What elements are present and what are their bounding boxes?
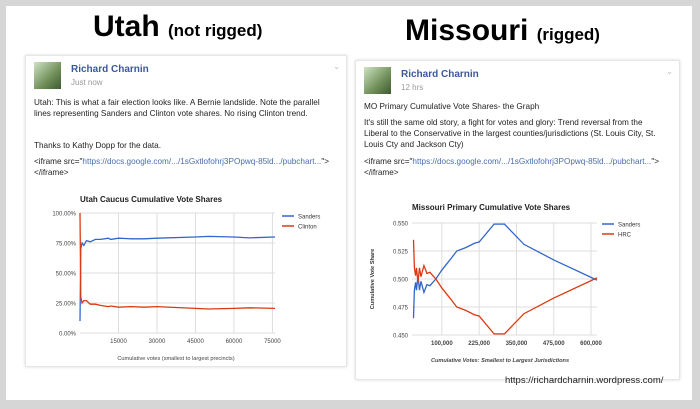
x-tick-label: 475,000	[543, 341, 565, 347]
legend-label: HRC	[618, 233, 632, 239]
embed-code: <iframe src="https://docs.google.com/...…	[364, 156, 669, 178]
chart-title: Missouri Primary Cumulative Vote Shares	[412, 203, 571, 212]
post-text: It's still the same old story, a fight f…	[364, 118, 656, 149]
x-tick-label: 45000	[187, 339, 204, 345]
x-tick-label: 100,000	[431, 341, 453, 347]
utah-heading-text: Utah	[93, 10, 160, 43]
x-tick-label: 600,000	[580, 341, 602, 347]
series-line-sanders	[79, 235, 276, 322]
y-tick-label: 25.00%	[56, 302, 77, 308]
y-tick-label: 0.550	[393, 222, 409, 228]
y-tick-label: 0.00%	[59, 332, 77, 338]
x-axis-label: Cumulative Votes: Smallest to Largest Ju…	[431, 358, 569, 364]
chevron-down-icon[interactable]: ⌄	[666, 67, 673, 76]
embed-link[interactable]: https://docs.google.com/.../1sGxtlofohrj…	[412, 157, 652, 166]
legend-label: Sanders	[618, 223, 640, 229]
embed-code: <iframe src="https://docs.google.com/...…	[34, 156, 336, 178]
x-tick-label: 60000	[226, 339, 243, 345]
y-tick-label: 50.00%	[56, 272, 77, 278]
chevron-down-icon[interactable]: ⌄	[333, 62, 340, 71]
post-thanks: Thanks to Kathy Dopp for the data.	[34, 141, 161, 150]
avatar[interactable]	[364, 67, 391, 94]
avatar[interactable]	[34, 62, 61, 89]
embed-pre: <iframe src="	[364, 157, 413, 166]
embed-post: "></iframe>	[364, 157, 660, 177]
embed-link[interactable]: https://docs.google.com/.../1sGxtlofohrj…	[82, 157, 322, 166]
x-tick-label: 225,000	[468, 341, 490, 347]
missouri-heading-note: (rigged)	[536, 25, 600, 44]
y-tick-label: 0.500	[393, 278, 409, 284]
footer-url[interactable]: https://richardcharnin.wordpress.com/	[505, 375, 664, 386]
y-axis-label: Cumulative Vote Share	[370, 249, 376, 310]
x-tick-label: 30000	[149, 339, 166, 345]
x-axis-label: Cumulative votes (smallest to largest pr…	[117, 356, 234, 362]
x-tick-label: 350,000	[506, 341, 528, 347]
y-tick-label: 75.00%	[56, 242, 77, 248]
missouri-heading-text: Missouri	[405, 14, 529, 47]
y-tick-label: 100.00%	[52, 212, 76, 218]
post-time[interactable]: 12 hrs	[401, 83, 424, 92]
y-tick-label: 0.525	[393, 250, 409, 256]
missouri-heading: Missouri (rigged)	[405, 14, 600, 48]
post-title: MO Primary Cumulative Vote Shares- the G…	[364, 102, 540, 111]
embed-pre: <iframe src="	[34, 157, 83, 166]
y-tick-label: 0.475	[393, 306, 409, 312]
author-name[interactable]: Richard Charnin	[401, 69, 479, 80]
embed-post: "></iframe>	[34, 157, 330, 177]
legend-label: Sanders	[298, 215, 320, 221]
chart-title: Utah Caucus Cumulative Vote Shares	[80, 195, 223, 204]
missouri-post: Richard Charnin 12 hrs ⌄ MO Primary Cumu…	[355, 60, 680, 380]
y-tick-label: 0.450	[393, 334, 409, 340]
utah-post: Richard Charnin Just now ⌄ Utah: This is…	[25, 55, 347, 367]
series-line-clinton	[79, 212, 276, 310]
series-line-sanders	[412, 223, 598, 319]
author-name[interactable]: Richard Charnin	[71, 64, 149, 75]
x-tick-label: 75000	[264, 339, 281, 345]
post-text: Utah: This is what a fair election looks…	[34, 98, 320, 118]
utah-heading-note: (not rigged)	[168, 21, 263, 40]
post-time[interactable]: Just now	[71, 78, 103, 87]
utah-heading: Utah (not rigged)	[93, 10, 262, 44]
series-line-hrc	[412, 239, 598, 335]
x-tick-label: 15000	[110, 339, 127, 345]
legend-label: Clinton	[298, 225, 317, 231]
